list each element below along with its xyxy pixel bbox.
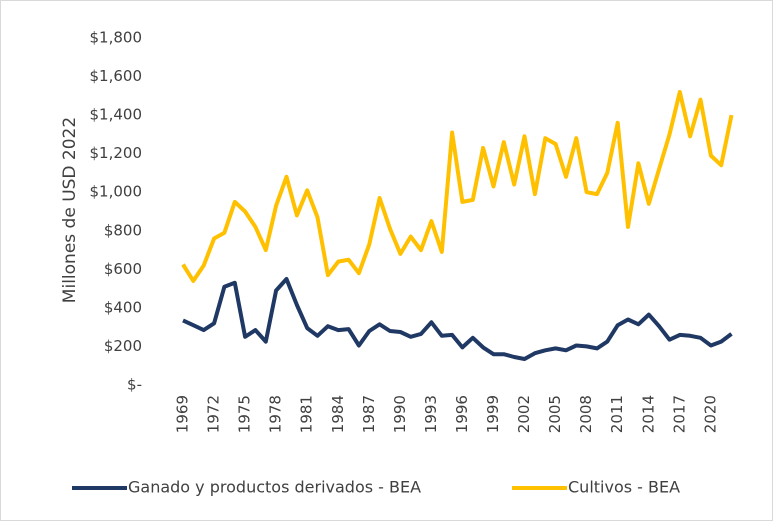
series-line [182,277,733,361]
y-tick-label: $600 [104,260,142,278]
x-tick-label: 2011 [608,395,626,433]
x-tick-label: 1984 [329,395,347,433]
x-tick-label: 1975 [236,395,254,433]
y-tick-label: $800 [104,221,142,239]
y-tick-label: $1,000 [90,183,143,201]
x-tick-label: 1969 [174,395,192,433]
x-tick-label: 2020 [701,395,719,433]
x-tick-label: 2005 [546,395,564,433]
x-tick-label: 1978 [267,395,285,433]
y-tick-label: $1,800 [90,29,143,47]
x-tick-label: 1990 [391,395,409,433]
x-tick-label: 2014 [639,395,657,433]
y-axis-label: Millones de USD 2022 [60,117,80,303]
legend-label: Ganado y productos derivados - BEA [128,478,421,497]
x-tick-label: 1999 [484,395,502,433]
x-tick-label: 1987 [360,395,378,433]
y-tick-label: $1,600 [90,67,143,85]
x-tick-label: 1993 [422,395,440,433]
y-tick-label: $1,400 [90,106,143,124]
x-tick-label: 2017 [670,395,688,433]
x-tick-label: 1981 [298,395,316,433]
x-tick-label: 1996 [453,395,471,433]
y-tick-label: $200 [104,337,142,355]
series-line [181,90,734,283]
legend-label: Cultivos - BEA [568,478,680,497]
x-tick-label: 1972 [205,395,223,433]
y-tick-label: $400 [104,298,142,316]
y-tick-label: $- [127,376,142,394]
x-tick-label: 2008 [577,395,595,433]
y-tick-label: $1,200 [90,144,143,162]
x-tick-label: 2002 [515,395,533,433]
